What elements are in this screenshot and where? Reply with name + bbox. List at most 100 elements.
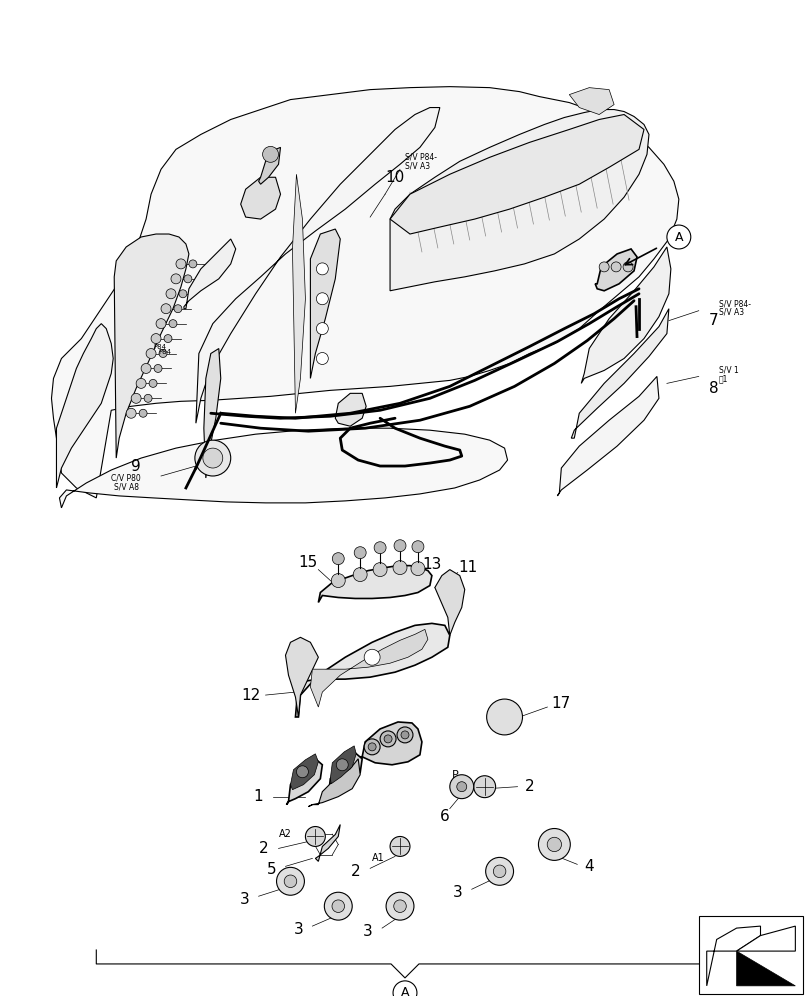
Text: 2: 2 xyxy=(259,841,268,856)
Text: A2: A2 xyxy=(279,829,292,839)
Polygon shape xyxy=(296,623,450,717)
Text: P84: P84 xyxy=(158,349,171,355)
Circle shape xyxy=(179,290,187,298)
Polygon shape xyxy=(318,566,432,602)
Circle shape xyxy=(393,981,417,1000)
Circle shape xyxy=(144,394,152,402)
Circle shape xyxy=(156,319,166,329)
Circle shape xyxy=(166,289,176,299)
Polygon shape xyxy=(435,570,465,635)
Text: 7: 7 xyxy=(709,313,718,328)
Polygon shape xyxy=(204,349,221,478)
Circle shape xyxy=(324,892,352,920)
Circle shape xyxy=(412,541,424,553)
Text: 10: 10 xyxy=(385,170,405,185)
Bar xyxy=(699,916,803,994)
Circle shape xyxy=(374,542,386,554)
Text: 6: 6 xyxy=(440,809,450,824)
Circle shape xyxy=(149,379,157,387)
Circle shape xyxy=(473,776,495,798)
Circle shape xyxy=(317,263,328,275)
Circle shape xyxy=(486,699,523,735)
Text: 1: 1 xyxy=(254,789,263,804)
Text: 9: 9 xyxy=(131,459,141,474)
Polygon shape xyxy=(390,110,649,291)
Circle shape xyxy=(364,649,380,665)
Polygon shape xyxy=(52,87,679,498)
Text: A: A xyxy=(675,231,683,244)
Polygon shape xyxy=(241,177,280,219)
Polygon shape xyxy=(390,115,644,234)
Circle shape xyxy=(195,440,231,476)
Circle shape xyxy=(317,323,328,335)
Circle shape xyxy=(368,743,376,751)
Text: 17: 17 xyxy=(552,696,571,711)
Circle shape xyxy=(393,900,406,912)
Polygon shape xyxy=(57,324,113,488)
Polygon shape xyxy=(326,753,362,800)
Circle shape xyxy=(611,262,621,272)
Circle shape xyxy=(136,378,146,388)
Circle shape xyxy=(146,349,156,358)
Circle shape xyxy=(174,305,182,313)
Circle shape xyxy=(139,409,147,417)
Text: S/V A3: S/V A3 xyxy=(718,307,744,316)
Polygon shape xyxy=(335,393,366,426)
Polygon shape xyxy=(285,637,318,717)
Circle shape xyxy=(390,836,410,856)
Circle shape xyxy=(154,364,162,372)
Polygon shape xyxy=(196,108,440,423)
Circle shape xyxy=(332,900,344,912)
Polygon shape xyxy=(292,174,305,413)
Text: 13: 13 xyxy=(423,557,441,572)
Circle shape xyxy=(203,448,223,468)
Polygon shape xyxy=(360,722,422,765)
Circle shape xyxy=(380,731,396,747)
Polygon shape xyxy=(737,951,795,986)
Text: 3: 3 xyxy=(240,892,250,907)
Circle shape xyxy=(189,260,197,268)
Text: A1: A1 xyxy=(372,853,385,863)
Polygon shape xyxy=(259,147,280,184)
Circle shape xyxy=(393,561,407,575)
Polygon shape xyxy=(707,926,760,986)
Circle shape xyxy=(297,766,309,778)
Polygon shape xyxy=(310,629,428,707)
Circle shape xyxy=(332,553,344,565)
Polygon shape xyxy=(330,746,356,784)
Circle shape xyxy=(331,574,345,588)
Circle shape xyxy=(450,775,473,799)
Polygon shape xyxy=(291,754,318,790)
Text: 4: 4 xyxy=(584,859,594,874)
Text: S/V 1: S/V 1 xyxy=(718,366,739,375)
Text: 11: 11 xyxy=(458,560,478,575)
Circle shape xyxy=(457,782,467,792)
Text: S/V P84-: S/V P84- xyxy=(405,153,437,162)
Circle shape xyxy=(159,350,167,357)
Circle shape xyxy=(623,262,633,272)
Circle shape xyxy=(386,892,414,920)
Circle shape xyxy=(169,320,177,328)
Circle shape xyxy=(263,146,279,162)
Circle shape xyxy=(141,363,151,373)
Text: 15: 15 xyxy=(299,555,318,570)
Circle shape xyxy=(184,275,191,283)
Circle shape xyxy=(486,857,514,885)
Text: 12: 12 xyxy=(241,688,260,703)
Text: 数1: 数1 xyxy=(718,374,728,383)
Text: 3: 3 xyxy=(364,924,373,939)
Polygon shape xyxy=(184,239,236,309)
Circle shape xyxy=(171,274,181,284)
Circle shape xyxy=(494,865,506,878)
Circle shape xyxy=(384,735,392,743)
Circle shape xyxy=(538,829,570,860)
Polygon shape xyxy=(315,825,340,861)
Circle shape xyxy=(276,867,305,895)
Circle shape xyxy=(364,739,380,755)
Circle shape xyxy=(667,225,691,249)
Text: 8: 8 xyxy=(709,381,718,396)
Polygon shape xyxy=(581,247,671,383)
Circle shape xyxy=(353,568,367,582)
Polygon shape xyxy=(737,926,795,951)
Text: A: A xyxy=(401,986,409,999)
